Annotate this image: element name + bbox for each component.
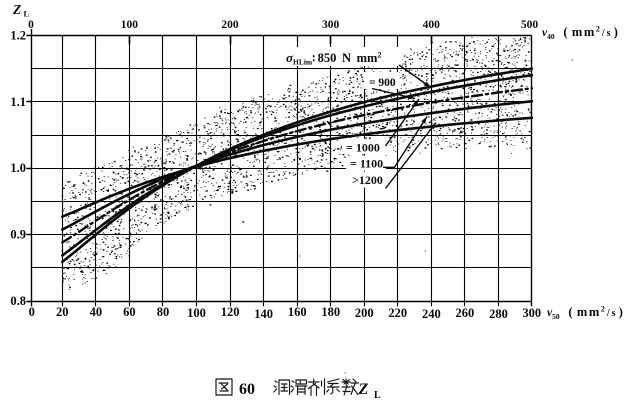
svg-text:240: 240	[422, 307, 441, 321]
svg-text:0.8: 0.8	[10, 294, 26, 308]
svg-text:Z: Z	[12, 2, 21, 17]
svg-text:200: 200	[221, 19, 239, 31]
svg-text:220: 220	[388, 306, 407, 320]
svg-text:40: 40	[90, 305, 103, 319]
svg-text:160: 160	[288, 305, 307, 319]
svg-text:0.9: 0.9	[10, 228, 26, 242]
svg-text:300: 300	[522, 306, 541, 320]
svg-text:60: 60	[123, 305, 136, 319]
svg-text:0: 0	[28, 19, 34, 31]
svg-text:260: 260	[456, 306, 475, 320]
svg-text:120: 120	[221, 305, 240, 319]
svg-text:400: 400	[423, 19, 441, 31]
svg-text:1.1: 1.1	[10, 95, 26, 109]
svg-text:1.0: 1.0	[10, 161, 26, 175]
svg-text:100: 100	[121, 19, 139, 31]
svg-text:>1200: >1200	[352, 173, 383, 187]
svg-text:140: 140	[254, 307, 273, 321]
svg-text:60: 60	[239, 381, 255, 398]
svg-text:1.2: 1.2	[10, 28, 26, 42]
svg-text:20: 20	[56, 305, 69, 319]
svg-text:80: 80	[157, 305, 170, 319]
svg-text:L: L	[374, 390, 381, 401]
svg-text:Z: Z	[358, 381, 369, 398]
svg-text:300: 300	[322, 19, 340, 31]
svg-text:σHLim∶ 850 N mm2: σHLim∶ 850 N mm2	[286, 50, 381, 67]
svg-text:L: L	[24, 9, 30, 19]
svg-text:= 900: = 900	[369, 77, 396, 89]
svg-text:v40 ( mm2 / s ): v40 ( mm2 / s )	[542, 25, 618, 42]
svg-text:280: 280	[489, 307, 508, 321]
svg-text:0: 0	[29, 305, 35, 319]
svg-text:500: 500	[521, 19, 539, 31]
svg-text:100: 100	[187, 306, 206, 320]
svg-text:180: 180	[321, 305, 340, 319]
svg-text:v50 ( mm2 / s ): v50 ( mm2 / s )	[547, 305, 623, 322]
svg-text:= 1100: = 1100	[350, 157, 383, 171]
svg-text:= 1000: = 1000	[346, 141, 380, 155]
svg-text:200: 200	[355, 306, 374, 320]
